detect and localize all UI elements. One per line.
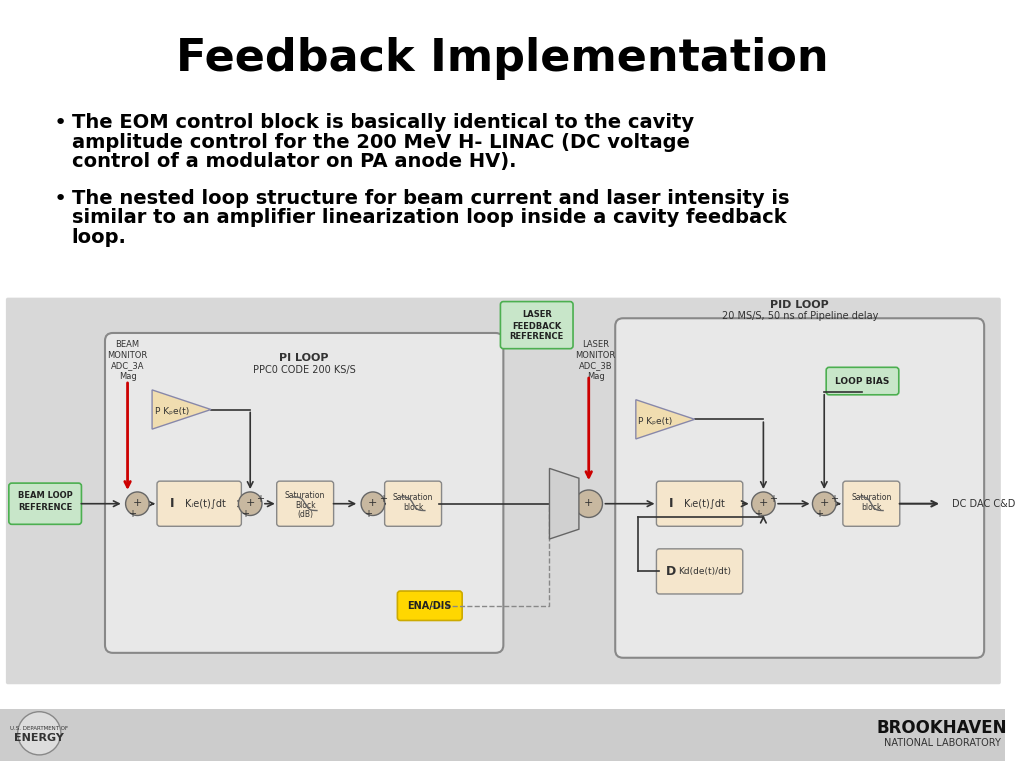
- Text: PI LOOP: PI LOOP: [280, 353, 329, 363]
- Text: +: +: [364, 508, 372, 518]
- Bar: [0, 709, 1005, 761]
- Text: I: I: [669, 497, 674, 510]
- Text: loop.: loop.: [72, 228, 127, 247]
- Circle shape: [361, 492, 385, 515]
- Text: Block: Block: [295, 502, 315, 510]
- Text: PID LOOP: PID LOOP: [770, 300, 829, 310]
- FancyBboxPatch shape: [6, 298, 1000, 684]
- Text: (dB): (dB): [297, 510, 313, 519]
- Text: +: +: [369, 498, 378, 508]
- Text: NATIONAL LABORATORY: NATIONAL LABORATORY: [884, 738, 1000, 748]
- Text: +: +: [242, 508, 249, 518]
- Text: 20 MS/S, 50 ns of Pipeline delay: 20 MS/S, 50 ns of Pipeline delay: [722, 311, 878, 321]
- Text: +: +: [128, 508, 136, 518]
- Text: +: +: [815, 508, 823, 518]
- FancyBboxPatch shape: [826, 367, 899, 395]
- Text: amplitude control for the 200 MeV H- LINAC (DC voltage: amplitude control for the 200 MeV H- LIN…: [72, 133, 689, 152]
- Text: •: •: [54, 113, 68, 133]
- Text: +: +: [819, 498, 828, 508]
- Text: similar to an amplifier linearization loop inside a cavity feedback: similar to an amplifier linearization lo…: [72, 208, 786, 227]
- Text: The nested loop structure for beam current and laser intensity is: The nested loop structure for beam curre…: [72, 189, 790, 207]
- FancyBboxPatch shape: [105, 333, 504, 653]
- Text: +: +: [379, 494, 387, 504]
- Circle shape: [575, 490, 602, 518]
- Text: U.S. DEPARTMENT OF: U.S. DEPARTMENT OF: [10, 726, 69, 731]
- Circle shape: [126, 492, 150, 515]
- Text: P Kₚe(t): P Kₚe(t): [155, 407, 188, 416]
- Text: Saturation: Saturation: [285, 492, 326, 501]
- Text: PPC0 CODE 200 KS/S: PPC0 CODE 200 KS/S: [253, 366, 355, 376]
- Text: +: +: [830, 494, 838, 504]
- FancyBboxPatch shape: [157, 481, 242, 526]
- Text: LASER
MONITOR
ADC_3B
Mag: LASER MONITOR ADC_3B Mag: [575, 340, 615, 381]
- Text: REFERENCE: REFERENCE: [510, 333, 564, 342]
- Text: D: D: [666, 565, 676, 578]
- Circle shape: [752, 492, 775, 515]
- FancyBboxPatch shape: [656, 549, 742, 594]
- Text: Kᵢe(t)∫dt: Kᵢe(t)∫dt: [684, 498, 725, 508]
- FancyBboxPatch shape: [397, 591, 462, 621]
- Circle shape: [812, 492, 836, 515]
- Text: LOOP BIAS: LOOP BIAS: [836, 376, 890, 386]
- FancyBboxPatch shape: [501, 302, 573, 349]
- Text: I: I: [169, 497, 174, 510]
- Text: The EOM control block is basically identical to the cavity: The EOM control block is basically ident…: [72, 113, 693, 132]
- Text: Saturation: Saturation: [393, 493, 433, 502]
- Text: ENERGY: ENERGY: [14, 733, 65, 743]
- Text: ENA/DIS: ENA/DIS: [408, 601, 452, 611]
- Text: +: +: [584, 498, 594, 508]
- Text: Kᵢe(t)∫dt: Kᵢe(t)∫dt: [184, 498, 225, 508]
- Text: +: +: [755, 508, 763, 518]
- Text: +: +: [256, 494, 264, 504]
- Text: Saturation: Saturation: [851, 493, 892, 502]
- Text: control of a modulator on PA anode HV).: control of a modulator on PA anode HV).: [72, 152, 516, 171]
- FancyBboxPatch shape: [615, 318, 984, 657]
- FancyBboxPatch shape: [656, 481, 742, 526]
- FancyBboxPatch shape: [843, 481, 900, 526]
- Text: block: block: [861, 503, 882, 512]
- Text: Feedback Implementation: Feedback Implementation: [176, 37, 828, 80]
- Text: DC DAC C&D: DC DAC C&D: [951, 498, 1015, 508]
- Text: +: +: [246, 498, 255, 508]
- Text: P Kₚe(t): P Kₚe(t): [638, 417, 673, 425]
- Text: BEAM
MONITOR
ADC_3A
Mag: BEAM MONITOR ADC_3A Mag: [108, 340, 147, 381]
- Text: block: block: [402, 503, 423, 512]
- Polygon shape: [153, 390, 211, 429]
- Text: +: +: [769, 494, 777, 504]
- FancyBboxPatch shape: [9, 483, 82, 525]
- Text: +: +: [759, 498, 768, 508]
- Text: •: •: [54, 189, 68, 209]
- Text: BEAM LOOP: BEAM LOOP: [17, 492, 73, 501]
- Circle shape: [239, 492, 262, 515]
- Polygon shape: [636, 399, 694, 439]
- Text: LASER: LASER: [522, 310, 552, 319]
- Text: +: +: [133, 498, 142, 508]
- Text: BROOKHAVEN: BROOKHAVEN: [877, 720, 1008, 737]
- FancyBboxPatch shape: [276, 481, 334, 526]
- Text: Kd(de(t)/dt): Kd(de(t)/dt): [678, 567, 731, 576]
- Polygon shape: [550, 468, 579, 539]
- Circle shape: [17, 712, 60, 755]
- Text: REFERENCE: REFERENCE: [18, 503, 73, 512]
- Text: FEEDBACK: FEEDBACK: [512, 322, 561, 330]
- FancyBboxPatch shape: [385, 481, 441, 526]
